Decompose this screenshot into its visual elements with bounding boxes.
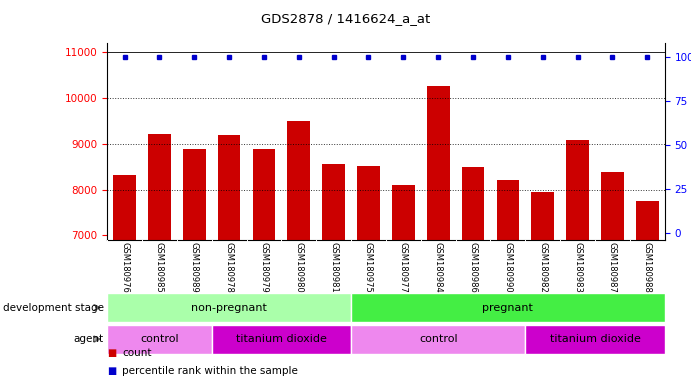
Bar <box>567 140 589 240</box>
Text: agent: agent <box>73 334 104 344</box>
Text: ■: ■ <box>107 366 116 376</box>
Text: count: count <box>122 348 152 358</box>
Text: GSM180990: GSM180990 <box>504 242 513 292</box>
Text: GSM180975: GSM180975 <box>364 242 373 292</box>
Bar <box>107 324 211 354</box>
Bar <box>525 324 665 354</box>
Text: GSM180976: GSM180976 <box>120 242 129 293</box>
Bar <box>107 293 351 322</box>
Text: GSM180986: GSM180986 <box>468 242 477 293</box>
Bar <box>113 175 136 240</box>
Text: GSM180985: GSM180985 <box>155 242 164 292</box>
Bar <box>253 149 275 240</box>
Text: non-pregnant: non-pregnant <box>191 303 267 313</box>
Bar <box>462 167 484 240</box>
Bar <box>392 185 415 240</box>
Bar <box>636 200 659 240</box>
Text: development stage: development stage <box>3 303 104 313</box>
Text: percentile rank within the sample: percentile rank within the sample <box>122 366 299 376</box>
Text: GSM180981: GSM180981 <box>329 242 338 292</box>
Text: GSM180980: GSM180980 <box>294 242 303 292</box>
Text: ■: ■ <box>107 348 116 358</box>
Bar <box>351 324 525 354</box>
Text: GSM180988: GSM180988 <box>643 242 652 293</box>
Text: control: control <box>419 334 457 344</box>
Text: pregnant: pregnant <box>482 303 533 313</box>
Bar <box>322 164 345 240</box>
Text: titanium dioxide: titanium dioxide <box>236 334 327 344</box>
Bar <box>497 180 519 240</box>
Text: GSM180979: GSM180979 <box>259 242 268 292</box>
Text: control: control <box>140 334 179 344</box>
Bar <box>357 166 380 240</box>
Bar <box>183 149 205 240</box>
Text: GSM180978: GSM180978 <box>225 242 234 293</box>
Text: GSM180984: GSM180984 <box>434 242 443 292</box>
Text: GSM180983: GSM180983 <box>573 242 582 293</box>
Text: GSM180982: GSM180982 <box>538 242 547 292</box>
Bar <box>218 135 240 240</box>
Bar <box>287 121 310 240</box>
Text: GDS2878 / 1416624_a_at: GDS2878 / 1416624_a_at <box>261 12 430 25</box>
Text: GSM180977: GSM180977 <box>399 242 408 293</box>
Bar <box>427 86 450 240</box>
Bar <box>531 192 554 240</box>
Bar <box>148 134 171 240</box>
Text: GSM180987: GSM180987 <box>608 242 617 293</box>
Text: GSM180989: GSM180989 <box>190 242 199 292</box>
Text: titanium dioxide: titanium dioxide <box>549 334 641 344</box>
Bar <box>211 324 351 354</box>
Bar <box>351 293 665 322</box>
Bar <box>601 172 624 240</box>
